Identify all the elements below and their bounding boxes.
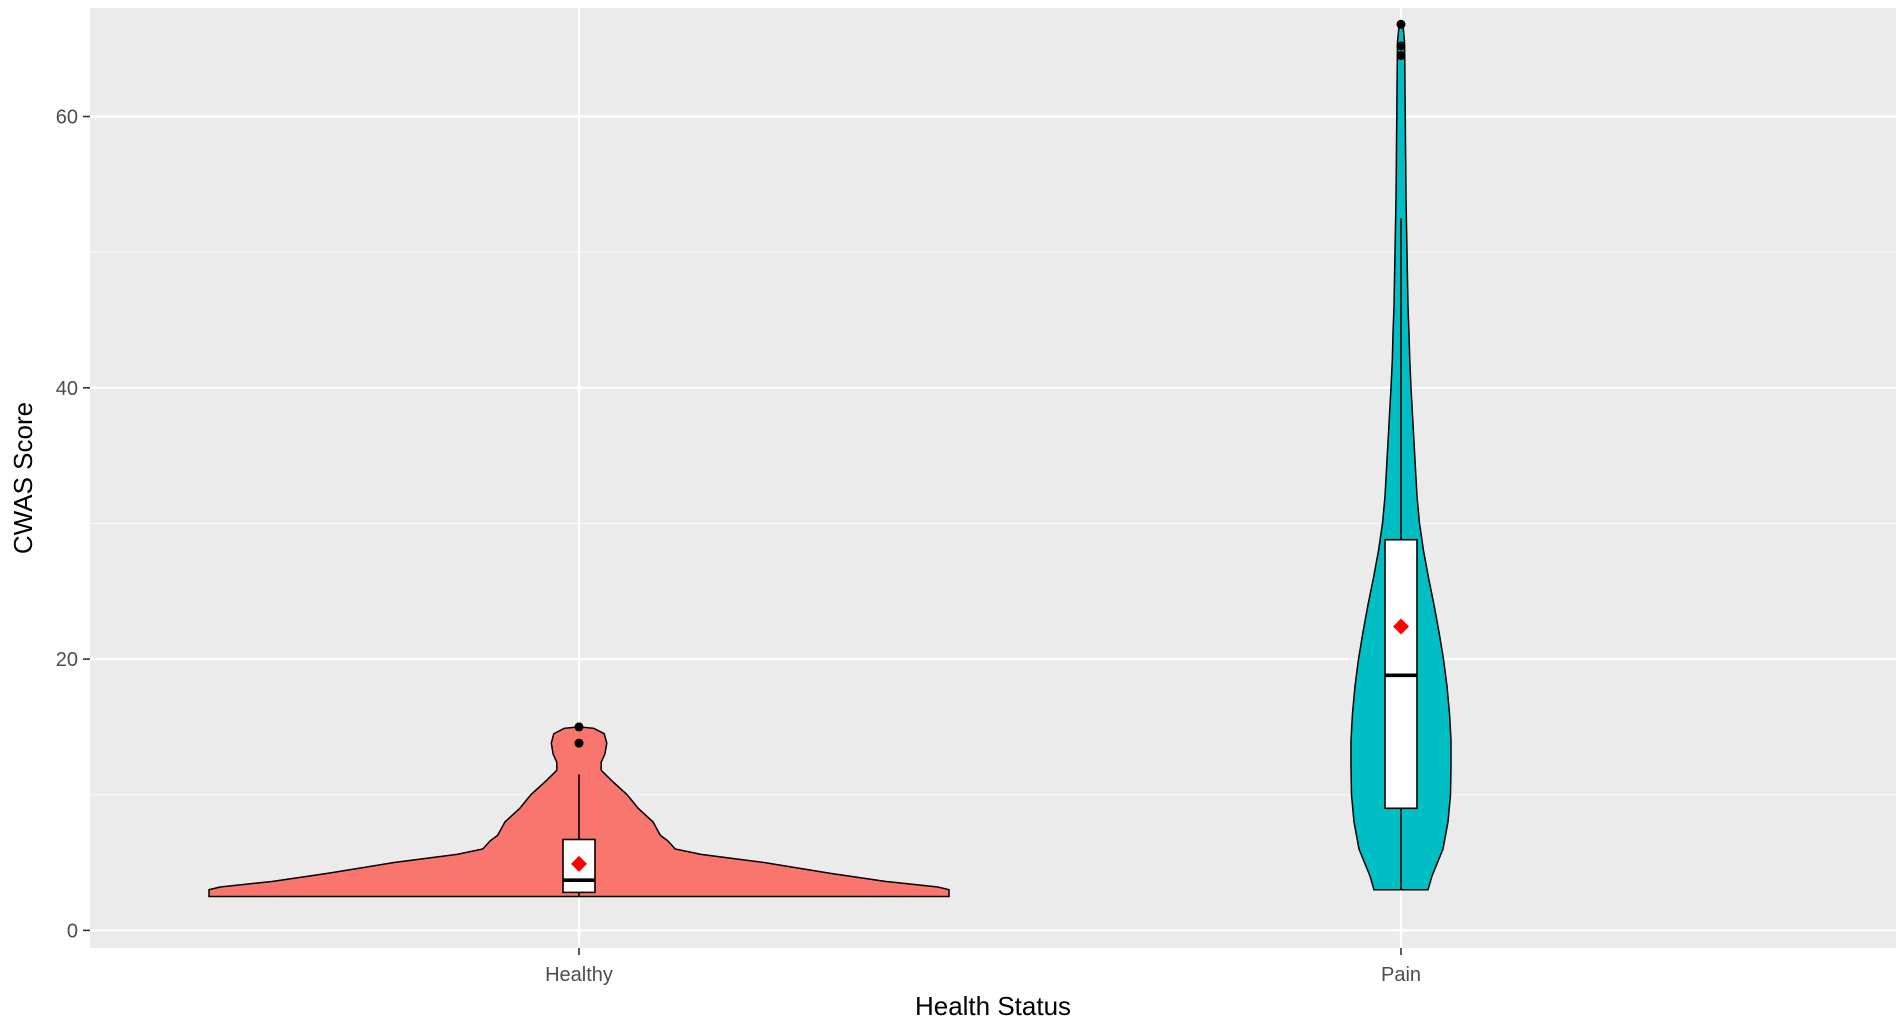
y-axis-title: CWAS Score: [8, 402, 38, 554]
mean-marker: [1393, 618, 1409, 635]
y-tick-label: 20: [56, 649, 78, 671]
x-axis-title: Health Status: [915, 991, 1071, 1021]
plot-panel: [90, 8, 1896, 948]
violin-group-pain: [1350, 19, 1452, 891]
y-tick-label: 60: [56, 107, 78, 129]
outlier-point: [574, 738, 584, 748]
y-tick-label: 0: [67, 920, 78, 942]
outlier-point: [1396, 19, 1406, 29]
axes: 0 20 40 60 Healthy Pain: [56, 107, 1421, 986]
y-tick-label: 40: [56, 378, 78, 400]
outlier-point: [1396, 41, 1406, 51]
x-tick-label: Healthy: [545, 964, 613, 986]
violin-group-healthy: [208, 722, 950, 898]
x-tick-label: Pain: [1381, 964, 1421, 986]
outlier-point: [574, 722, 584, 732]
mean-marker: [571, 855, 587, 872]
violins: [208, 19, 1452, 898]
outlier-point: [1396, 50, 1406, 60]
